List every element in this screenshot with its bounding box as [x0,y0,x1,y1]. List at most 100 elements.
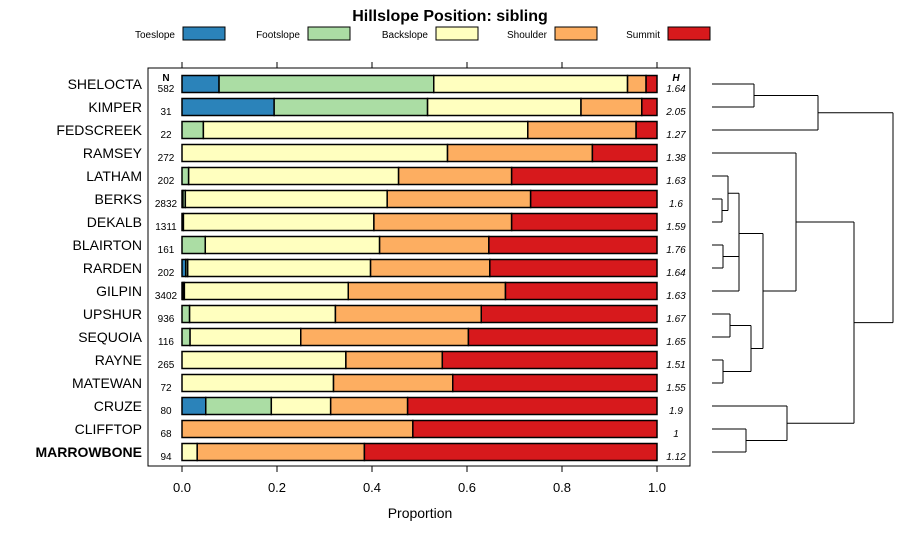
bar-segment-shoulder [386,189,532,209]
bar-segment-summit [510,166,658,186]
row-h-value: 1.59 [666,222,686,233]
row-n-value: 31 [160,107,172,118]
bar-segment-backslope [181,373,335,393]
bar-rows: SHELOCTA 582 1.64 KIMPER 31 2.05 FEDSCREEK 22 1.… [35,74,686,463]
bar-segment-toeslope [181,396,207,416]
row-label: SHELOCTA [68,76,143,92]
row-h-value: 1.12 [666,452,686,463]
row-n-value: 272 [158,153,175,164]
bar-segment-shoulder [300,327,470,347]
row-h-value: 1.67 [666,314,686,325]
row-n-value: 80 [160,406,172,417]
bar-segment-footslope [205,396,273,416]
bar-segment-summit [529,189,658,209]
bar-segment-backslope [426,97,582,117]
bar-row-marrowbone: MARROWBONE 94 1.12 [35,442,686,463]
row-h-value: 1.55 [666,383,686,394]
row-h-value: 1.9 [669,406,683,417]
row-label: DEKALB [87,214,142,230]
bar-segment-shoulder [527,120,637,140]
bar-segment-backslope [183,281,349,301]
bar-segment-summit [504,281,658,301]
row-h-value: 1.27 [666,130,686,141]
legend: Toeslope Footslope Backslope Shoulder Summit [135,26,711,41]
x-tick-label: 0.2 [268,480,286,495]
bar-segment-toeslope [181,97,275,117]
dendrogram [712,83,894,453]
bar-segment-footslope [181,166,190,186]
bar-segment-shoulder [332,373,454,393]
row-n-value: 1311 [155,222,177,233]
bar-row-clifftop: CLIFFTOP 68 1 [75,419,679,440]
bar-segment-shoulder [580,97,643,117]
bar-row-fedscreek: FEDSCREEK 22 1.27 [56,120,686,141]
bar-segment-shoulder [196,442,366,462]
bar-segment-summit [645,74,658,94]
x-tick-label: 0.8 [553,480,571,495]
row-n-value: 936 [158,314,175,325]
x-tick-label: 0.0 [173,480,191,495]
x-tick-label: 0.6 [458,480,476,495]
bar-segment-backslope [187,166,400,186]
row-h-value: 1.38 [666,153,686,164]
row-label: KIMPER [88,99,142,115]
bar-row-blairton: BLAIRTON 161 1.76 [72,235,686,256]
legend-swatch-footslope [307,26,351,41]
legend-label-footslope: Footslope [256,30,300,41]
bar-segment-backslope [184,189,388,209]
row-n-value: 202 [158,176,175,187]
h-header: H [672,73,680,84]
plot-frame [147,67,691,467]
bar-segment-summit [489,258,658,278]
bar-segment-footslope [181,327,191,347]
row-label: RAYNE [95,352,142,368]
bar-segment-summit [441,350,658,370]
bar-row-upshur: UPSHUR 936 1.67 [83,304,686,325]
bar-segment-summit [591,143,658,163]
bar-segment-summit [480,304,658,324]
bar-row-sequoia: SEQUOIA 116 1.65 [78,327,686,348]
bar-segment-shoulder [181,419,414,439]
bar-row-shelocta: SHELOCTA 582 1.64 [68,74,686,95]
bar-row-berks: BERKS 2832 1.6 [95,189,683,210]
bar-row-rarden: RARDEN 202 1.64 [83,258,686,279]
row-h-value: 2.05 [665,107,686,118]
bar-segment-footslope [181,120,205,140]
bar-segment-shoulder [373,212,513,232]
bar-row-dekalb: DEKALB 1311 1.59 [87,212,686,233]
bar-segment-shoulder [626,74,647,94]
row-h-value: 1.64 [666,268,686,279]
legend-label-shoulder: Shoulder [507,30,548,41]
bar-segment-footslope [218,74,435,94]
bar-segment-backslope [189,327,302,347]
legend-label-backslope: Backslope [382,30,429,41]
row-h-value: 1 [673,429,679,440]
row-h-value: 1.76 [666,245,686,256]
row-label: GILPIN [96,283,142,299]
bar-segment-footslope [181,235,207,255]
legend-swatch-summit [667,26,711,41]
n-header: N [162,73,169,84]
row-label: MARROWBONE [35,444,142,460]
row-n-value: 68 [160,429,172,440]
bar-segment-summit [467,327,658,347]
bar-segment-shoulder [334,304,482,324]
bar-segment-toeslope [181,74,220,94]
legend-label-summit: Summit [626,30,660,41]
row-n-value: 265 [158,360,175,371]
bar-segment-backslope [181,442,198,462]
row-label: RARDEN [83,260,142,276]
row-n-value: 116 [158,337,174,348]
row-n-value: 3402 [155,291,178,302]
row-h-value: 1.63 [666,176,686,187]
legend-label-toeslope: Toeslope [135,30,175,41]
row-n-value: 202 [158,268,175,279]
bar-segment-backslope [188,304,337,324]
row-h-value: 1.6 [669,199,683,210]
bar-segment-backslope [186,258,372,278]
bar-segment-shoulder [369,258,491,278]
x-axis: 0.0 0.2 0.4 0.6 0.8 1.0 [173,62,666,495]
bar-segment-shoulder [347,281,507,301]
row-h-value: 1.63 [666,291,686,302]
bar-segment-footslope [273,97,429,117]
